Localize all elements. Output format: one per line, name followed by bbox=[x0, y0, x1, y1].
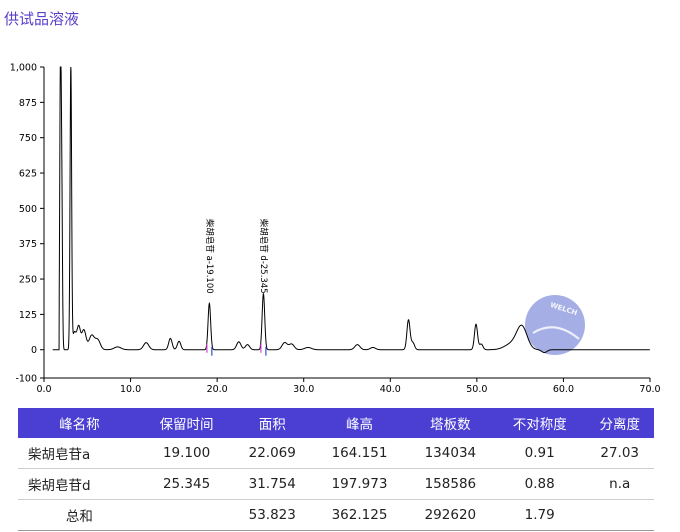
peak-annotation-label: 柴胡皂苷 a-19.100 bbox=[204, 219, 215, 294]
y-tick-label: 500 bbox=[19, 204, 37, 215]
cell-total-label: 总和 bbox=[18, 499, 141, 531]
header-area: 面积 bbox=[232, 408, 313, 438]
header-plates: 塔板数 bbox=[406, 408, 494, 438]
x-tick-label: 40.0 bbox=[380, 384, 401, 395]
x-tick-label: 30.0 bbox=[293, 384, 314, 395]
cell-peak-height: 164.151 bbox=[312, 438, 407, 469]
cell-asymmetry: 0.88 bbox=[494, 468, 586, 500]
y-tick-label: 125 bbox=[19, 310, 37, 321]
cell-total-asymmetry: 1.79 bbox=[494, 499, 586, 531]
cell-retention-time: 19.100 bbox=[140, 438, 233, 469]
cell-peak-name: 柴胡皂苷a bbox=[18, 438, 141, 469]
cell-peak-name: 柴胡皂苷d bbox=[18, 468, 141, 500]
watermark-swoosh bbox=[532, 326, 580, 340]
header-resolution: 分离度 bbox=[585, 408, 654, 438]
cell-total-rt bbox=[140, 499, 233, 531]
x-tick-label: 10.0 bbox=[120, 384, 141, 395]
table-total-row: 总和 53.823 362.125 292620 1.79 bbox=[18, 499, 654, 531]
chromatogram-trace bbox=[52, 66, 650, 354]
y-tick-label: 0 bbox=[31, 345, 37, 356]
cell-total-height: 362.125 bbox=[312, 499, 407, 531]
header-peak-name: 峰名称 bbox=[18, 408, 141, 438]
y-tick-label: 875 bbox=[19, 98, 37, 109]
cell-resolution: n.a bbox=[585, 468, 654, 500]
y-tick-label: 375 bbox=[19, 239, 37, 250]
results-table: 峰名称 保留时间 面积 峰高 塔板数 不对称度 分离度 柴胡皂苷a 19.100… bbox=[18, 408, 654, 531]
y-tick-label: 750 bbox=[19, 133, 37, 144]
y-tick-label: 1,000 bbox=[10, 63, 37, 74]
header-retention-time: 保留时间 bbox=[140, 408, 233, 438]
cell-plates: 158586 bbox=[406, 468, 494, 500]
cell-asymmetry: 0.91 bbox=[494, 438, 586, 469]
cell-peak-height: 197.973 bbox=[312, 468, 407, 500]
header-asymmetry: 不对称度 bbox=[494, 408, 586, 438]
table-header-row: 峰名称 保留时间 面积 峰高 塔板数 不对称度 分离度 bbox=[18, 408, 654, 438]
watermark-logo-icon bbox=[525, 295, 585, 355]
y-tick-label: 250 bbox=[19, 275, 37, 286]
cell-total-area: 53.823 bbox=[232, 499, 313, 531]
cell-area: 31.754 bbox=[232, 468, 313, 500]
cell-retention-time: 25.345 bbox=[140, 468, 233, 500]
header-peak-height: 峰高 bbox=[312, 408, 407, 438]
y-tick-label: -100 bbox=[15, 374, 37, 385]
cell-plates: 134034 bbox=[406, 438, 494, 469]
table-row: 柴胡皂苷d 25.345 31.754 197.973 158586 0.88 … bbox=[18, 468, 654, 500]
y-tick-label: 625 bbox=[19, 169, 37, 180]
x-tick-label: 50.0 bbox=[466, 384, 487, 395]
x-tick-label: 20.0 bbox=[207, 384, 228, 395]
x-tick-label: 60.0 bbox=[553, 384, 574, 395]
cell-total-resolution bbox=[585, 499, 654, 531]
cell-total-plates: 292620 bbox=[406, 499, 494, 531]
cell-area: 22.069 bbox=[232, 438, 313, 469]
x-tick-label: 0.0 bbox=[36, 384, 51, 395]
page-title: 供试品溶液 bbox=[4, 10, 80, 28]
cell-resolution: 27.03 bbox=[585, 438, 654, 469]
x-tick-label: 70.0 bbox=[639, 384, 660, 395]
peak-annotation-label: 柴胡皂苷 d-25.345 bbox=[258, 219, 269, 294]
table-row: 柴胡皂苷a 19.100 22.069 164.151 134034 0.91 … bbox=[18, 438, 654, 469]
